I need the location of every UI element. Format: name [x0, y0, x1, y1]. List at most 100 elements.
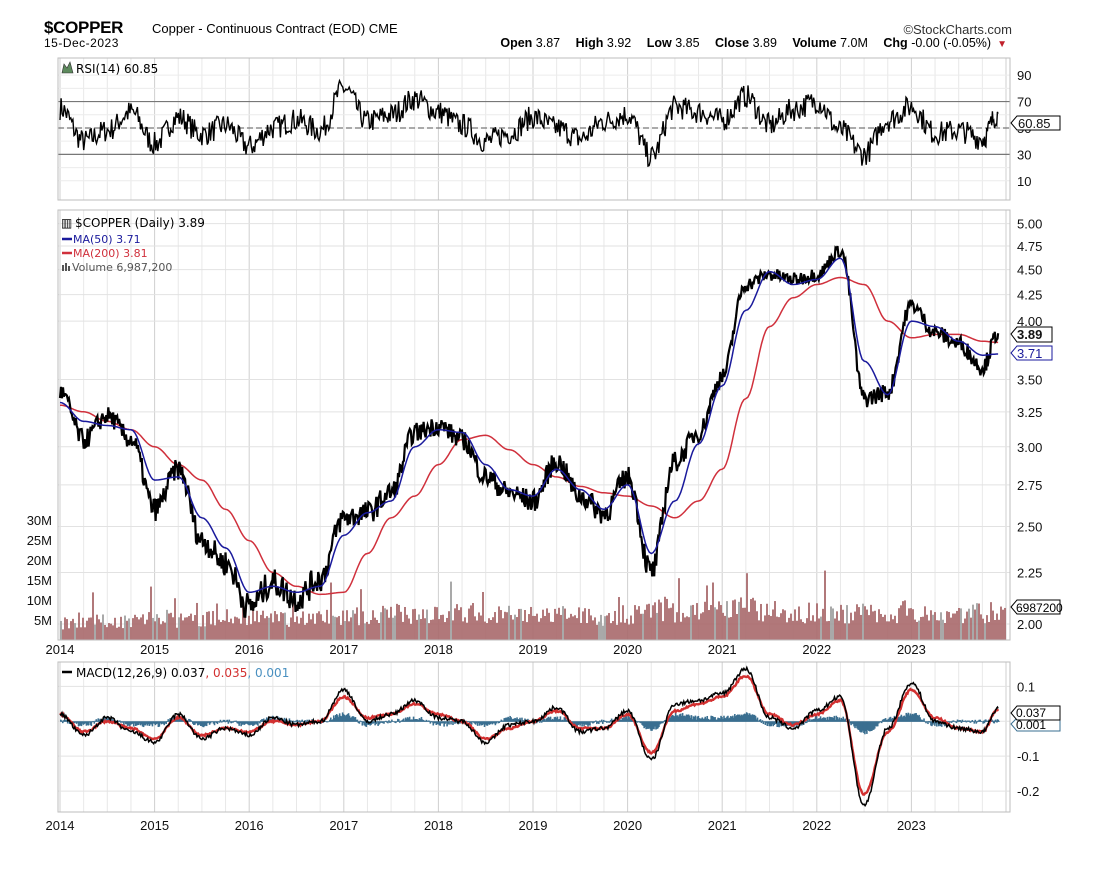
macd-histogram-bar: [696, 716, 699, 722]
volume-bar: [298, 623, 300, 640]
price-panel[interactable]: 5.00 4.75 4.50 4.25 4.00 3.50 3.25 3.00 2.75 2.50…: [27, 209, 1063, 657]
macd-histogram-bar: [816, 719, 819, 722]
volume-bar: [698, 619, 700, 640]
volume-bar: [844, 623, 846, 640]
macd-histogram-bar: [148, 721, 151, 727]
volume-bar: [530, 606, 532, 640]
open-label: Open: [500, 36, 533, 50]
volume-bar: [674, 622, 676, 640]
macd-histogram-bar: [638, 721, 641, 723]
macd-histogram-bar: [234, 720, 237, 722]
macd-histogram-bar: [480, 721, 483, 726]
macd-histogram-bar: [804, 721, 807, 724]
volume-bar: [412, 609, 414, 640]
volume-bar: [586, 623, 588, 640]
macd-histogram-bar: [703, 718, 706, 722]
macd-histogram-bar: [820, 718, 823, 722]
volume-bar: [788, 617, 790, 640]
volume-bar: [462, 621, 464, 640]
macd-histogram-bar: [67, 720, 70, 722]
volume-bar: [210, 624, 212, 640]
macd-histogram-bar: [866, 721, 868, 734]
macd-histogram-bar: [435, 721, 438, 725]
macd-panel[interactable]: 0.1 -0.1 -0.2 2014 2015 2016 2017 2018 2019 2020…: [46, 661, 1061, 833]
macd-histogram-bar: [869, 721, 871, 732]
ma200-line: [59, 276, 999, 596]
macd-histogram-bar: [725, 718, 727, 722]
volume-bar: [358, 625, 360, 640]
volume-bar: [78, 612, 80, 640]
volume-bar: [618, 597, 620, 640]
volume-bar: [148, 612, 150, 640]
macd-histogram-bar: [190, 720, 192, 722]
macd-histogram-bar: [743, 713, 746, 722]
volume-bar: [64, 617, 66, 640]
macd-histogram-bar: [146, 721, 149, 726]
volume-bar: [598, 621, 600, 640]
macd-histogram-bar: [645, 721, 647, 730]
volume-bar: [806, 618, 808, 640]
volume-bar: [646, 604, 648, 640]
macd-histogram-bar: [492, 721, 495, 724]
macd-histogram-bar: [877, 721, 880, 724]
volume-bar: [418, 614, 420, 640]
volume-bar: [914, 619, 916, 640]
volume-bar: [944, 622, 946, 640]
macd-histogram-bar: [83, 721, 86, 724]
macd-histogram-bar: [732, 715, 734, 722]
macd-histogram-bar: [145, 721, 148, 724]
macd-histogram-bar: [700, 718, 703, 722]
macd-histogram-bar: [194, 721, 196, 725]
macd-histogram-bar: [982, 721, 984, 724]
volume-bar: [166, 609, 168, 640]
macd-histogram-bar: [760, 721, 763, 723]
volume-bar: [658, 599, 660, 640]
last-ma50-value: 3.71: [1017, 346, 1042, 361]
macd-histogram-bar: [261, 719, 263, 722]
macd-histogram-bar: [494, 721, 497, 726]
volume-bar: [604, 616, 606, 640]
volume-bar: [688, 617, 690, 640]
volume-bar: [842, 609, 844, 640]
macd-histogram-bar: [471, 721, 474, 722]
macd-histogram-bar: [349, 717, 352, 722]
macd-histogram-bar: [815, 716, 818, 722]
macd-histogram-bar: [966, 720, 969, 722]
macd-histogram-bar: [619, 719, 622, 722]
macd-histogram-bar: [675, 715, 678, 722]
macd-histogram-bar: [792, 721, 794, 726]
macd-histogram-bar: [137, 721, 140, 725]
volume-bar: [892, 619, 894, 640]
macd-histogram-bar: [357, 721, 360, 724]
macd-histogram-bar: [361, 721, 364, 726]
macd-histogram-bar: [388, 720, 390, 722]
macd-histogram-bar: [231, 721, 234, 723]
volume-bar: [582, 611, 584, 640]
brand-watermark[interactable]: ©StockCharts.com: [903, 22, 1012, 37]
macd-histogram-bar: [496, 721, 499, 722]
macd-histogram-bar: [452, 721, 454, 726]
rsi-panel[interactable]: 9070503010 RSI(14) 60.85 60.85: [57, 57, 1061, 201]
macd-histogram-bar: [885, 719, 888, 722]
volume-legend-label: Volume 6,987,200: [72, 261, 172, 274]
macd-histogram-bar: [968, 720, 971, 722]
macd-histogram-bar: [676, 715, 679, 722]
macd-histogram-bar: [907, 712, 910, 722]
volume-bar: [774, 601, 776, 640]
macd-histogram-bar: [359, 720, 362, 722]
macd-histogram-bar: [771, 721, 774, 725]
macd-histogram-bar: [347, 713, 350, 722]
macd-histogram-bar: [875, 721, 878, 727]
macd-histogram-bar: [518, 719, 520, 722]
volume-bar: [250, 624, 252, 640]
volume-bar: [458, 610, 460, 640]
macd-histogram-bar: [398, 721, 401, 723]
macd-histogram-bar: [590, 721, 592, 723]
macd-histogram-bar: [608, 721, 611, 723]
volume-bar: [234, 616, 236, 640]
macd-histogram-bar: [936, 721, 938, 727]
macd-histogram-bar: [647, 721, 649, 729]
volume-bar: [634, 605, 636, 640]
macd-histogram-bar: [508, 718, 510, 722]
